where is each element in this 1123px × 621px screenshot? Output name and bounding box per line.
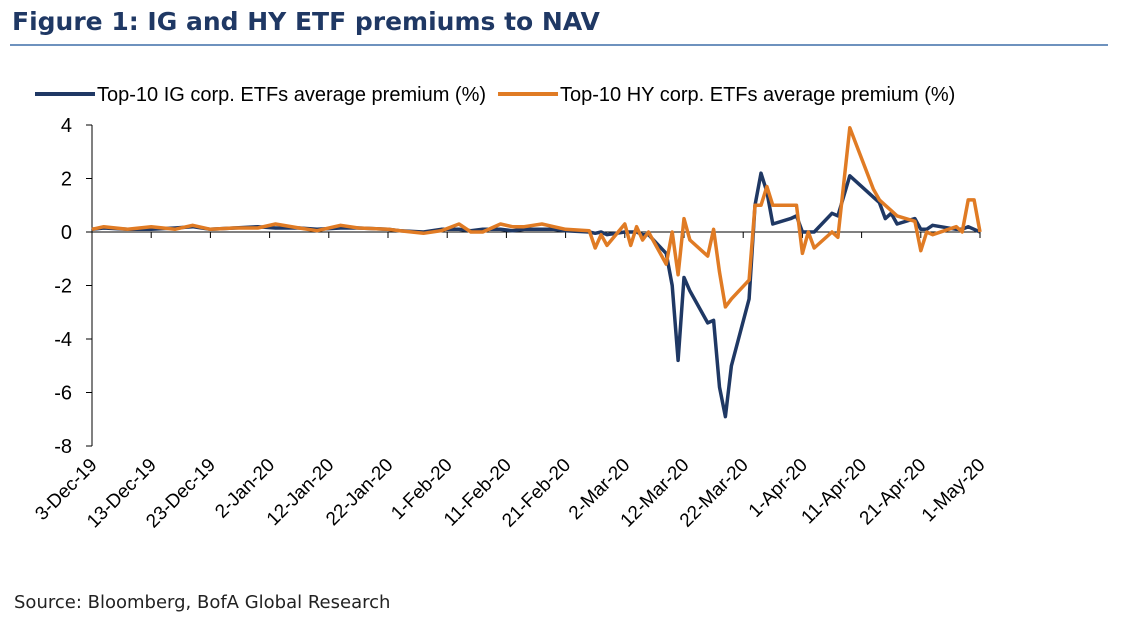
y-tick-label: -8 [54, 436, 72, 458]
chart-title: Figure 1: IG and HY ETF premiums to NAV [12, 7, 600, 36]
legend-label: Top-10 IG corp. ETFs average premium (%) [97, 84, 486, 106]
y-tick-label: 4 [61, 115, 72, 137]
source-note: Source: Bloomberg, BofA Global Research [14, 592, 390, 613]
legend-label: Top-10 HY corp. ETFs average premium (%) [560, 84, 955, 106]
series-line [91, 125, 982, 309]
y-tick-label: 0 [61, 222, 72, 244]
y-tick-label: -4 [54, 329, 72, 351]
series-line [91, 171, 981, 419]
x-tick-label: 1-May-20 [918, 455, 990, 527]
y-tick-label: -6 [54, 383, 72, 405]
y-tick-label: -2 [54, 276, 72, 298]
y-tick-label: 2 [61, 169, 72, 191]
